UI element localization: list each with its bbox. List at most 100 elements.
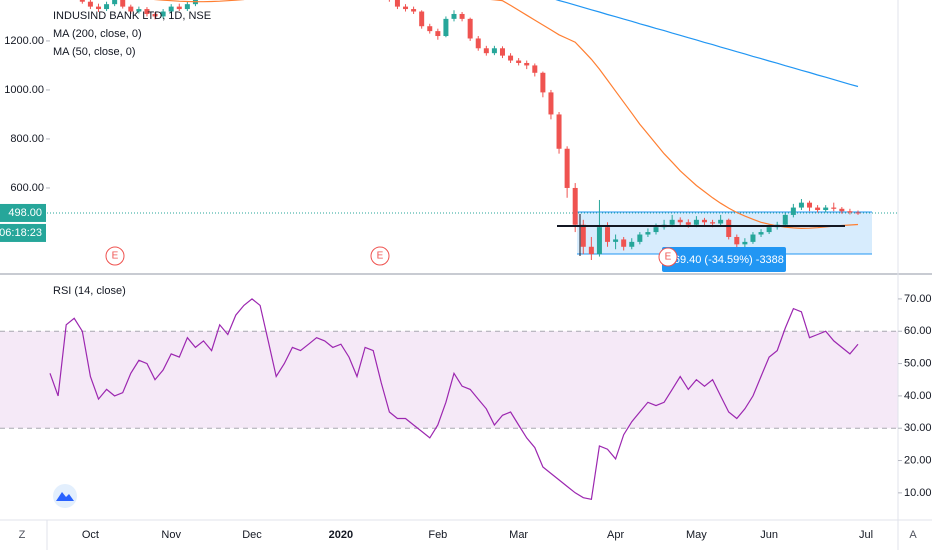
zoom-button[interactable]: Z [19, 529, 26, 541]
x-tick-label: Nov [161, 529, 181, 541]
logo-mark [56, 492, 74, 501]
candle-body [580, 224, 586, 247]
candle-body [750, 234, 756, 242]
candle-body [685, 222, 691, 225]
range-tooltip [662, 247, 786, 272]
candle-body [596, 227, 602, 255]
earnings-label: E [665, 252, 672, 263]
ma-line [153, 0, 859, 230]
candle-body [790, 207, 796, 215]
x-tick-label: Dec [242, 529, 262, 541]
candle-body [758, 232, 764, 235]
candle-body [653, 227, 659, 233]
earnings-marker[interactable] [658, 247, 678, 267]
last-price-label: 498.00 [8, 207, 42, 219]
candle-body [572, 187, 578, 225]
candle-body [491, 48, 497, 54]
y-tick-label: 10.00 [904, 487, 932, 499]
candle-body [629, 241, 635, 247]
candle-body [621, 239, 627, 247]
candle-body [798, 202, 804, 208]
candle-body [807, 202, 813, 208]
last-price-box [0, 203, 46, 222]
candle-body [120, 0, 126, 7]
candle-body [605, 227, 611, 242]
candle-body [669, 219, 675, 225]
candle-body [532, 65, 538, 73]
y-tick-label: 40.00 [904, 390, 932, 402]
x-tick-label: Oct [82, 529, 99, 541]
candle-body [564, 148, 570, 188]
candle-body [701, 219, 707, 223]
candle-body [613, 239, 619, 242]
y-tick-label: 1200.00 [4, 35, 44, 47]
candle-body [831, 207, 837, 209]
candle-body [742, 241, 748, 245]
rsi-pane [0, 298, 898, 501]
candle-body [411, 9, 417, 12]
earnings-marker[interactable] [105, 246, 125, 266]
candle-body [144, 9, 150, 14]
candle-body [95, 6, 101, 10]
candle-body [637, 234, 643, 242]
candle-body [403, 6, 409, 10]
candle-body [459, 13, 465, 19]
candle-body [693, 219, 699, 225]
candle-body [734, 236, 740, 245]
x-tick-label: 2020 [329, 529, 353, 541]
earnings-marker[interactable] [370, 246, 390, 266]
labels: 600.00 800.00 1000.00 1200.00 498.00 06:18:23… [0, 35, 932, 541]
x-tick-label: Mar [509, 529, 528, 541]
candle-body [443, 18, 449, 37]
y-tick-label: 20.00 [904, 454, 932, 466]
candle-body [548, 92, 554, 115]
legend-entry: MA (50, close, 0) [53, 46, 136, 58]
candle-body [79, 0, 85, 2]
candle-body [839, 208, 845, 212]
y-tick-label: 60.00 [904, 325, 932, 337]
auto-scale-button[interactable]: A [909, 529, 917, 541]
candle-body [766, 227, 772, 233]
candle-body [540, 72, 546, 93]
earnings-label: E [377, 251, 384, 262]
candle-body [677, 219, 683, 223]
legend-entry: MA (200, close, 0) [53, 28, 142, 40]
y-tick-label: 1000.00 [4, 84, 44, 96]
price-pane [47, 0, 898, 261]
y-tick-label: 600.00 [10, 182, 44, 194]
candle-body [508, 55, 514, 61]
candle-body [467, 18, 473, 39]
candle-body [427, 26, 433, 32]
candle-body [516, 60, 522, 63]
countdown-label: 06:18:23 [0, 227, 42, 239]
x-tick-label: May [686, 529, 707, 541]
candle-body [556, 114, 562, 149]
candle-body [394, 0, 400, 7]
symbol-legend: INDUSIND BANK LTD, 1D, NSE [53, 10, 211, 22]
candle-body [184, 4, 190, 10]
x-tick-label: Jun [760, 529, 778, 541]
x-tick-label: Apr [607, 529, 624, 541]
candle-body [782, 214, 788, 225]
candle-body [128, 6, 134, 12]
candle-body [483, 48, 489, 54]
x-tick-label: Feb [428, 529, 447, 541]
candle-body [136, 9, 142, 12]
candle-body [451, 13, 457, 19]
candle-body [645, 232, 651, 235]
y-tick-label: 30.00 [904, 422, 932, 434]
rsi-band [0, 331, 898, 429]
candle-body [475, 38, 481, 49]
candle-body [87, 1, 93, 7]
candle-body [710, 222, 716, 224]
candle-body [718, 219, 724, 224]
y-tick-label: 50.00 [904, 357, 932, 369]
candle-body [160, 11, 166, 17]
candle-body [112, 0, 118, 5]
candle-body [847, 211, 853, 213]
candle-body [104, 4, 110, 10]
candle-body [726, 219, 732, 237]
candle-body [855, 212, 861, 214]
